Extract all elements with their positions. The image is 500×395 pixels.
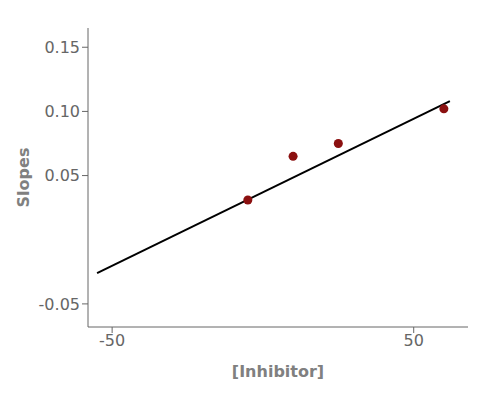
- svg-text:0.15: 0.15: [44, 38, 80, 57]
- svg-text:-50: -50: [99, 331, 125, 350]
- svg-text:Slopes: Slopes: [14, 148, 33, 208]
- svg-text:0.05: 0.05: [44, 166, 80, 185]
- svg-text:50: 50: [404, 331, 424, 350]
- svg-text:0.10: 0.10: [44, 102, 80, 121]
- svg-text:-0.05: -0.05: [39, 295, 80, 314]
- svg-text:[Inhibitor]: [Inhibitor]: [232, 362, 324, 381]
